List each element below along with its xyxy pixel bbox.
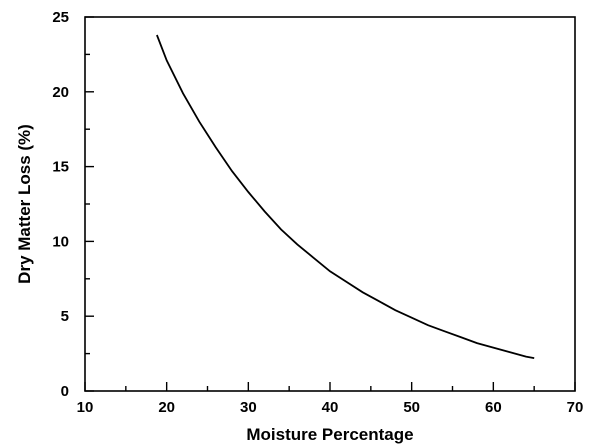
x-tick-label: 50 [403, 399, 420, 416]
y-axis-title: Dry Matter Loss (%) [15, 124, 34, 284]
plot-frame [84, 16, 576, 392]
x-tick-label: 10 [77, 399, 94, 416]
x-axis-tick-labels: 10 20 30 40 50 60 70 [77, 399, 584, 416]
y-axis-tick-labels: 0 5 10 15 20 25 [52, 9, 69, 400]
y-tick-label: 15 [52, 159, 69, 176]
y-tick-label: 25 [52, 9, 69, 26]
x-tick-label: 60 [485, 399, 502, 416]
y-tick-label: 0 [61, 383, 69, 400]
x-axis-title: Moisture Percentage [246, 425, 413, 444]
series-line [156, 34, 535, 359]
x-tick-label: 70 [567, 399, 584, 416]
y-axis-ticks [85, 16, 94, 392]
x-tick-label: 30 [240, 399, 257, 416]
x-tick-label: 20 [158, 399, 175, 416]
x-axis-ticks [84, 382, 576, 391]
y-tick-label: 20 [52, 84, 69, 101]
y-tick-label: 10 [52, 233, 69, 250]
x-tick-label: 40 [322, 399, 339, 416]
y-tick-label: 5 [61, 308, 69, 325]
